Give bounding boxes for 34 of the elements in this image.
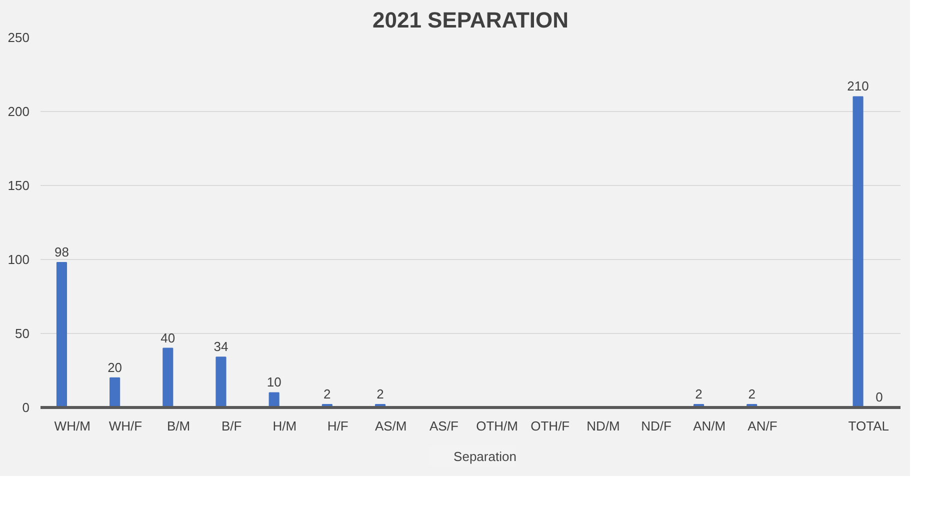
x-tick-label: AS/F [430, 418, 458, 434]
y-tick-label: 0 [22, 400, 30, 415]
x-tick-label: OTH/M [476, 418, 518, 434]
x-tick-label: B/F [222, 418, 242, 434]
data-label: 210 [847, 78, 869, 94]
y-tick-label: 100 [8, 252, 30, 267]
x-tick-label: TOTAL [848, 418, 890, 434]
data-label: 2 [376, 386, 384, 402]
x-tick-label: AS/M [374, 418, 407, 434]
x-tick-label: WH/F [108, 418, 142, 434]
data-label: 2 [748, 386, 756, 402]
data-label: 10 [266, 374, 282, 390]
x-tick-label: WH/M [54, 418, 90, 434]
x-tick-label: B/M [166, 418, 190, 434]
y-tick-label: 150 [8, 178, 30, 193]
data-label: 2 [695, 386, 702, 402]
data-label: 98 [54, 244, 69, 260]
data-label: 40 [160, 330, 176, 346]
data-label: 0 [876, 390, 883, 404]
x-tick-label: ND/M [586, 418, 620, 434]
y-tick-label: 50 [15, 326, 30, 341]
y-tick-label: 250 [8, 30, 30, 45]
x-tick-label: AN/M [693, 418, 726, 434]
x-tick-label: H/F [327, 418, 348, 434]
data-label: 2 [324, 386, 331, 402]
y-tick-label: 200 [8, 104, 30, 119]
x-tick-label: ND/F [641, 418, 672, 434]
text: Separation [454, 448, 516, 464]
data-label: 34 [214, 339, 228, 354]
data-label: 20 [108, 360, 122, 375]
x-tick-label: AN/F [748, 418, 778, 434]
chart-title: 2021 SEPARATION [372, 8, 569, 32]
x-tick-label: H/M [272, 418, 297, 434]
x-tick-label: OTH/F [530, 418, 570, 434]
